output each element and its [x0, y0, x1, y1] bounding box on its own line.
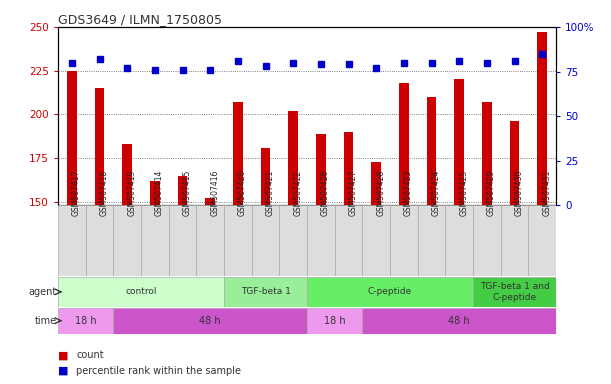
Text: ■: ■	[58, 366, 68, 376]
Text: GSM507420: GSM507420	[238, 170, 247, 216]
Text: GSM507414: GSM507414	[155, 170, 164, 216]
Text: GSM507430: GSM507430	[514, 170, 524, 216]
Text: GSM507425: GSM507425	[459, 170, 468, 216]
Text: GDS3649 / ILMN_1750805: GDS3649 / ILMN_1750805	[58, 13, 222, 26]
Bar	[482, 102, 492, 205]
Bar	[122, 144, 132, 205]
Bar	[279, 205, 307, 276]
Text: GSM507421: GSM507421	[266, 170, 274, 216]
Bar	[529, 205, 556, 276]
Bar	[316, 134, 326, 205]
Bar	[86, 205, 114, 276]
Bar	[58, 277, 224, 306]
Text: GSM507417: GSM507417	[72, 170, 81, 216]
Bar	[67, 71, 77, 205]
Bar	[362, 205, 390, 276]
Bar	[114, 308, 307, 334]
Bar	[537, 32, 547, 205]
Bar	[205, 199, 215, 205]
Text: GSM507415: GSM507415	[183, 170, 191, 216]
Bar	[224, 205, 252, 276]
Text: percentile rank within the sample: percentile rank within the sample	[76, 366, 241, 376]
Bar	[343, 132, 353, 205]
Text: agent: agent	[29, 287, 57, 297]
Bar	[196, 205, 224, 276]
Bar	[261, 148, 271, 205]
Text: GSM507418: GSM507418	[100, 170, 109, 216]
Bar	[335, 205, 362, 276]
Text: GSM507426: GSM507426	[321, 170, 330, 216]
Bar	[178, 176, 188, 205]
Text: GSM507428: GSM507428	[376, 170, 385, 216]
Bar	[114, 205, 141, 276]
Text: 48 h: 48 h	[199, 316, 221, 326]
Text: TGF-beta 1 and
C-peptide: TGF-beta 1 and C-peptide	[480, 282, 549, 301]
Bar	[307, 205, 335, 276]
Bar	[362, 308, 556, 334]
Text: ■: ■	[58, 350, 68, 360]
Text: GSM507429: GSM507429	[487, 170, 496, 216]
Bar	[445, 205, 473, 276]
Bar	[58, 205, 86, 276]
Bar	[141, 205, 169, 276]
Bar	[510, 121, 519, 205]
Bar	[58, 308, 114, 334]
Text: GSM507422: GSM507422	[293, 170, 302, 216]
Bar	[233, 102, 243, 205]
Bar	[390, 205, 418, 276]
Bar	[473, 277, 556, 306]
Text: GSM507423: GSM507423	[404, 170, 413, 216]
Text: TGF-beta 1: TGF-beta 1	[241, 287, 290, 296]
Bar	[169, 205, 196, 276]
Text: C-peptide: C-peptide	[368, 287, 412, 296]
Bar	[418, 205, 445, 276]
Bar	[473, 205, 500, 276]
Bar	[288, 111, 298, 205]
Bar	[455, 79, 464, 205]
Text: GSM507416: GSM507416	[210, 170, 219, 216]
Text: 48 h: 48 h	[448, 316, 470, 326]
Bar	[500, 205, 529, 276]
Text: 18 h: 18 h	[75, 316, 97, 326]
Bar	[224, 277, 307, 306]
Text: time: time	[35, 316, 57, 326]
Bar	[95, 88, 104, 205]
Text: 18 h: 18 h	[324, 316, 345, 326]
Text: count: count	[76, 350, 104, 360]
Text: GSM507419: GSM507419	[127, 170, 136, 216]
Bar	[371, 162, 381, 205]
Text: GSM507424: GSM507424	[431, 170, 441, 216]
Text: GSM507427: GSM507427	[348, 170, 357, 216]
Bar	[426, 97, 436, 205]
Bar	[307, 277, 473, 306]
Text: GSM507431: GSM507431	[542, 170, 551, 216]
Text: control: control	[125, 287, 157, 296]
Bar	[252, 205, 279, 276]
Bar	[307, 308, 362, 334]
Bar	[150, 181, 159, 205]
Bar	[399, 83, 409, 205]
